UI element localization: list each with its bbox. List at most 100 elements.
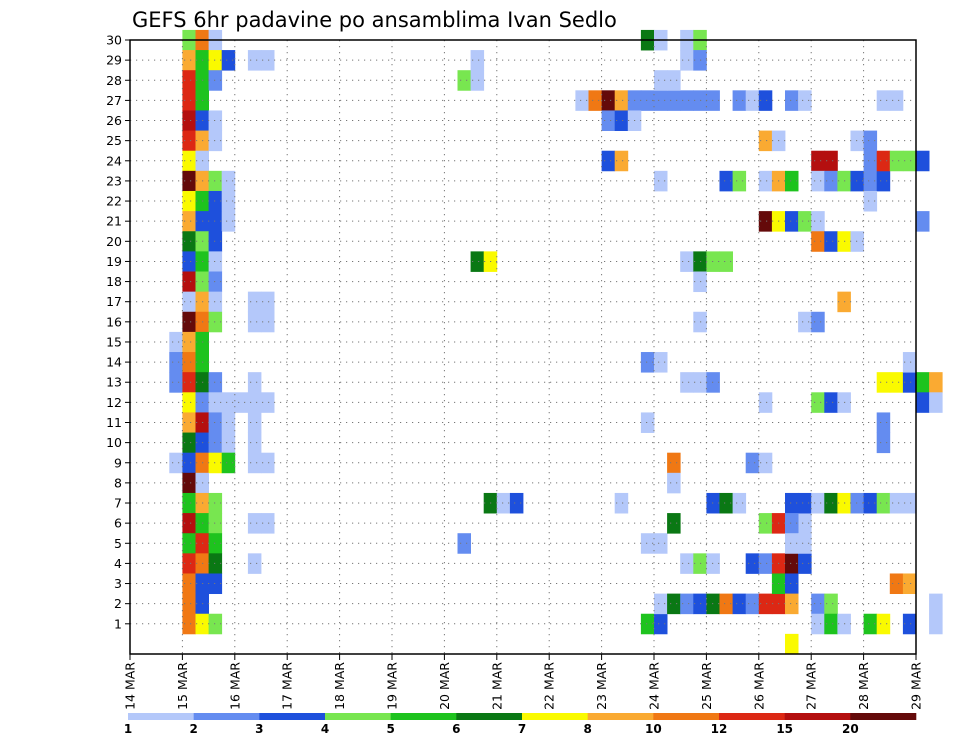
heatmap-cell	[824, 613, 838, 635]
x-tick-label: 27 MAR	[804, 662, 819, 710]
heatmap-cell	[182, 513, 196, 534]
colorbar-label: 4	[321, 722, 329, 736]
heatmap-cell	[588, 90, 602, 111]
x-tick-label: 26 MAR	[751, 662, 766, 710]
heatmap-cell	[234, 392, 249, 413]
colorbar-swatch	[390, 713, 457, 720]
heatmap-cell	[785, 573, 799, 595]
heatmap-cell	[208, 110, 223, 131]
y-tick-label: 4	[114, 556, 122, 571]
colorbar-swatch	[719, 713, 785, 720]
x-axis: 14 MAR 15 MAR 16 MAR 17 MAR 18 MAR 19 MAR 20 M…	[123, 654, 924, 710]
heatmap-cell	[667, 452, 681, 474]
heatmap-cell	[811, 170, 825, 192]
heatmap-cell	[182, 392, 196, 413]
heatmap-cell	[798, 311, 812, 333]
heatmap-cell	[889, 90, 904, 111]
heatmap-cell	[785, 90, 799, 111]
x-tick-label: 24 MAR	[647, 662, 662, 710]
heatmap-cell	[785, 211, 799, 232]
heatmap-cell	[221, 392, 236, 413]
heatmap-cell	[719, 492, 733, 514]
y-tick-label: 10	[106, 435, 122, 450]
heatmap-cell	[208, 211, 223, 232]
heatmap-cell	[916, 372, 930, 393]
heatmap-cell	[261, 392, 275, 413]
heatmap-cell	[221, 432, 236, 454]
heatmap-cell	[208, 311, 223, 333]
heatmap-cell	[889, 150, 904, 172]
heatmap-cell	[785, 170, 799, 192]
heatmap-cells	[169, 29, 943, 655]
heatmap-cell	[889, 573, 904, 595]
y-tick-label: 2	[114, 596, 122, 611]
heatmap-cell	[261, 452, 275, 474]
heatmap-cell	[798, 492, 812, 514]
colorbar-swatch	[259, 713, 326, 720]
heatmap-cell	[889, 492, 904, 514]
heatmap-cell	[654, 613, 668, 635]
heatmap-cell	[208, 432, 223, 454]
colorbar-label: 3	[255, 722, 263, 736]
y-tick-label: 5	[114, 536, 122, 551]
heatmap-cell	[811, 150, 825, 172]
heatmap-cell	[247, 513, 262, 534]
chart-title: GEFS 6hr padavine po ansamblima Ivan Sed…	[132, 8, 617, 32]
y-tick-label: 13	[106, 375, 122, 390]
heatmap-cell	[208, 50, 223, 71]
heatmap-cell	[745, 90, 760, 111]
heatmap-cell	[208, 492, 223, 514]
heatmap-cell	[824, 170, 838, 192]
colorbar-label: 20	[842, 722, 859, 736]
heatmap-cell	[247, 392, 262, 413]
grid-lines	[130, 39, 916, 654]
heatmap-cell	[247, 291, 262, 313]
y-tick-label: 8	[114, 475, 122, 490]
y-tick-label: 17	[106, 294, 122, 309]
x-tick-label: 25 MAR	[699, 662, 714, 710]
heatmap-cell	[902, 352, 917, 373]
heatmap-cell	[182, 412, 196, 433]
heatmap-cell	[863, 130, 878, 152]
heatmap-cell	[182, 90, 196, 111]
heatmap-cell	[470, 70, 485, 91]
heatmap-cell	[902, 573, 917, 595]
heatmap-cell	[798, 553, 812, 574]
heatmap-cell	[261, 513, 275, 534]
colorbar-swatch	[456, 713, 523, 720]
y-tick-label: 23	[106, 173, 122, 188]
heatmap-cell	[614, 110, 629, 131]
heatmap-cell	[261, 291, 275, 313]
heatmap-cell	[902, 613, 917, 635]
heatmap-cell	[208, 392, 223, 413]
heatmap-cell	[758, 130, 773, 152]
heatmap-cell	[221, 452, 236, 474]
heatmap-cell	[457, 533, 471, 554]
heatmap-cell	[732, 170, 747, 192]
heatmap-cell	[221, 170, 236, 192]
heatmap-cell	[929, 593, 943, 615]
heatmap-cell	[182, 211, 196, 232]
y-axis: 1234567891011121314151617181920212223242…	[106, 33, 130, 631]
heatmap-cell	[640, 533, 655, 554]
x-tick-label: 22 MAR	[542, 662, 557, 710]
heatmap-cell	[601, 90, 616, 111]
colorbar-label: 8	[583, 722, 591, 736]
y-tick-label: 1	[114, 616, 122, 631]
heatmap-cell	[929, 372, 943, 393]
heatmap-cell	[470, 251, 485, 272]
heatmap-cell	[824, 492, 838, 514]
heatmap-cell	[182, 190, 196, 212]
heatmap-cell	[732, 593, 747, 615]
x-tick-label: 14 MAR	[123, 662, 138, 710]
heatmap-cell	[758, 452, 773, 474]
heatmap-cell	[654, 90, 668, 111]
x-tick-label: 28 MAR	[856, 662, 871, 710]
heatmap-cell	[785, 593, 799, 615]
heatmap-cell	[876, 170, 891, 192]
heatmap-cell	[208, 130, 223, 152]
heatmap-cell	[811, 211, 825, 232]
heatmap-cell	[654, 593, 668, 615]
heatmap-cell	[811, 311, 825, 333]
colorbar-label: 5	[386, 722, 394, 736]
